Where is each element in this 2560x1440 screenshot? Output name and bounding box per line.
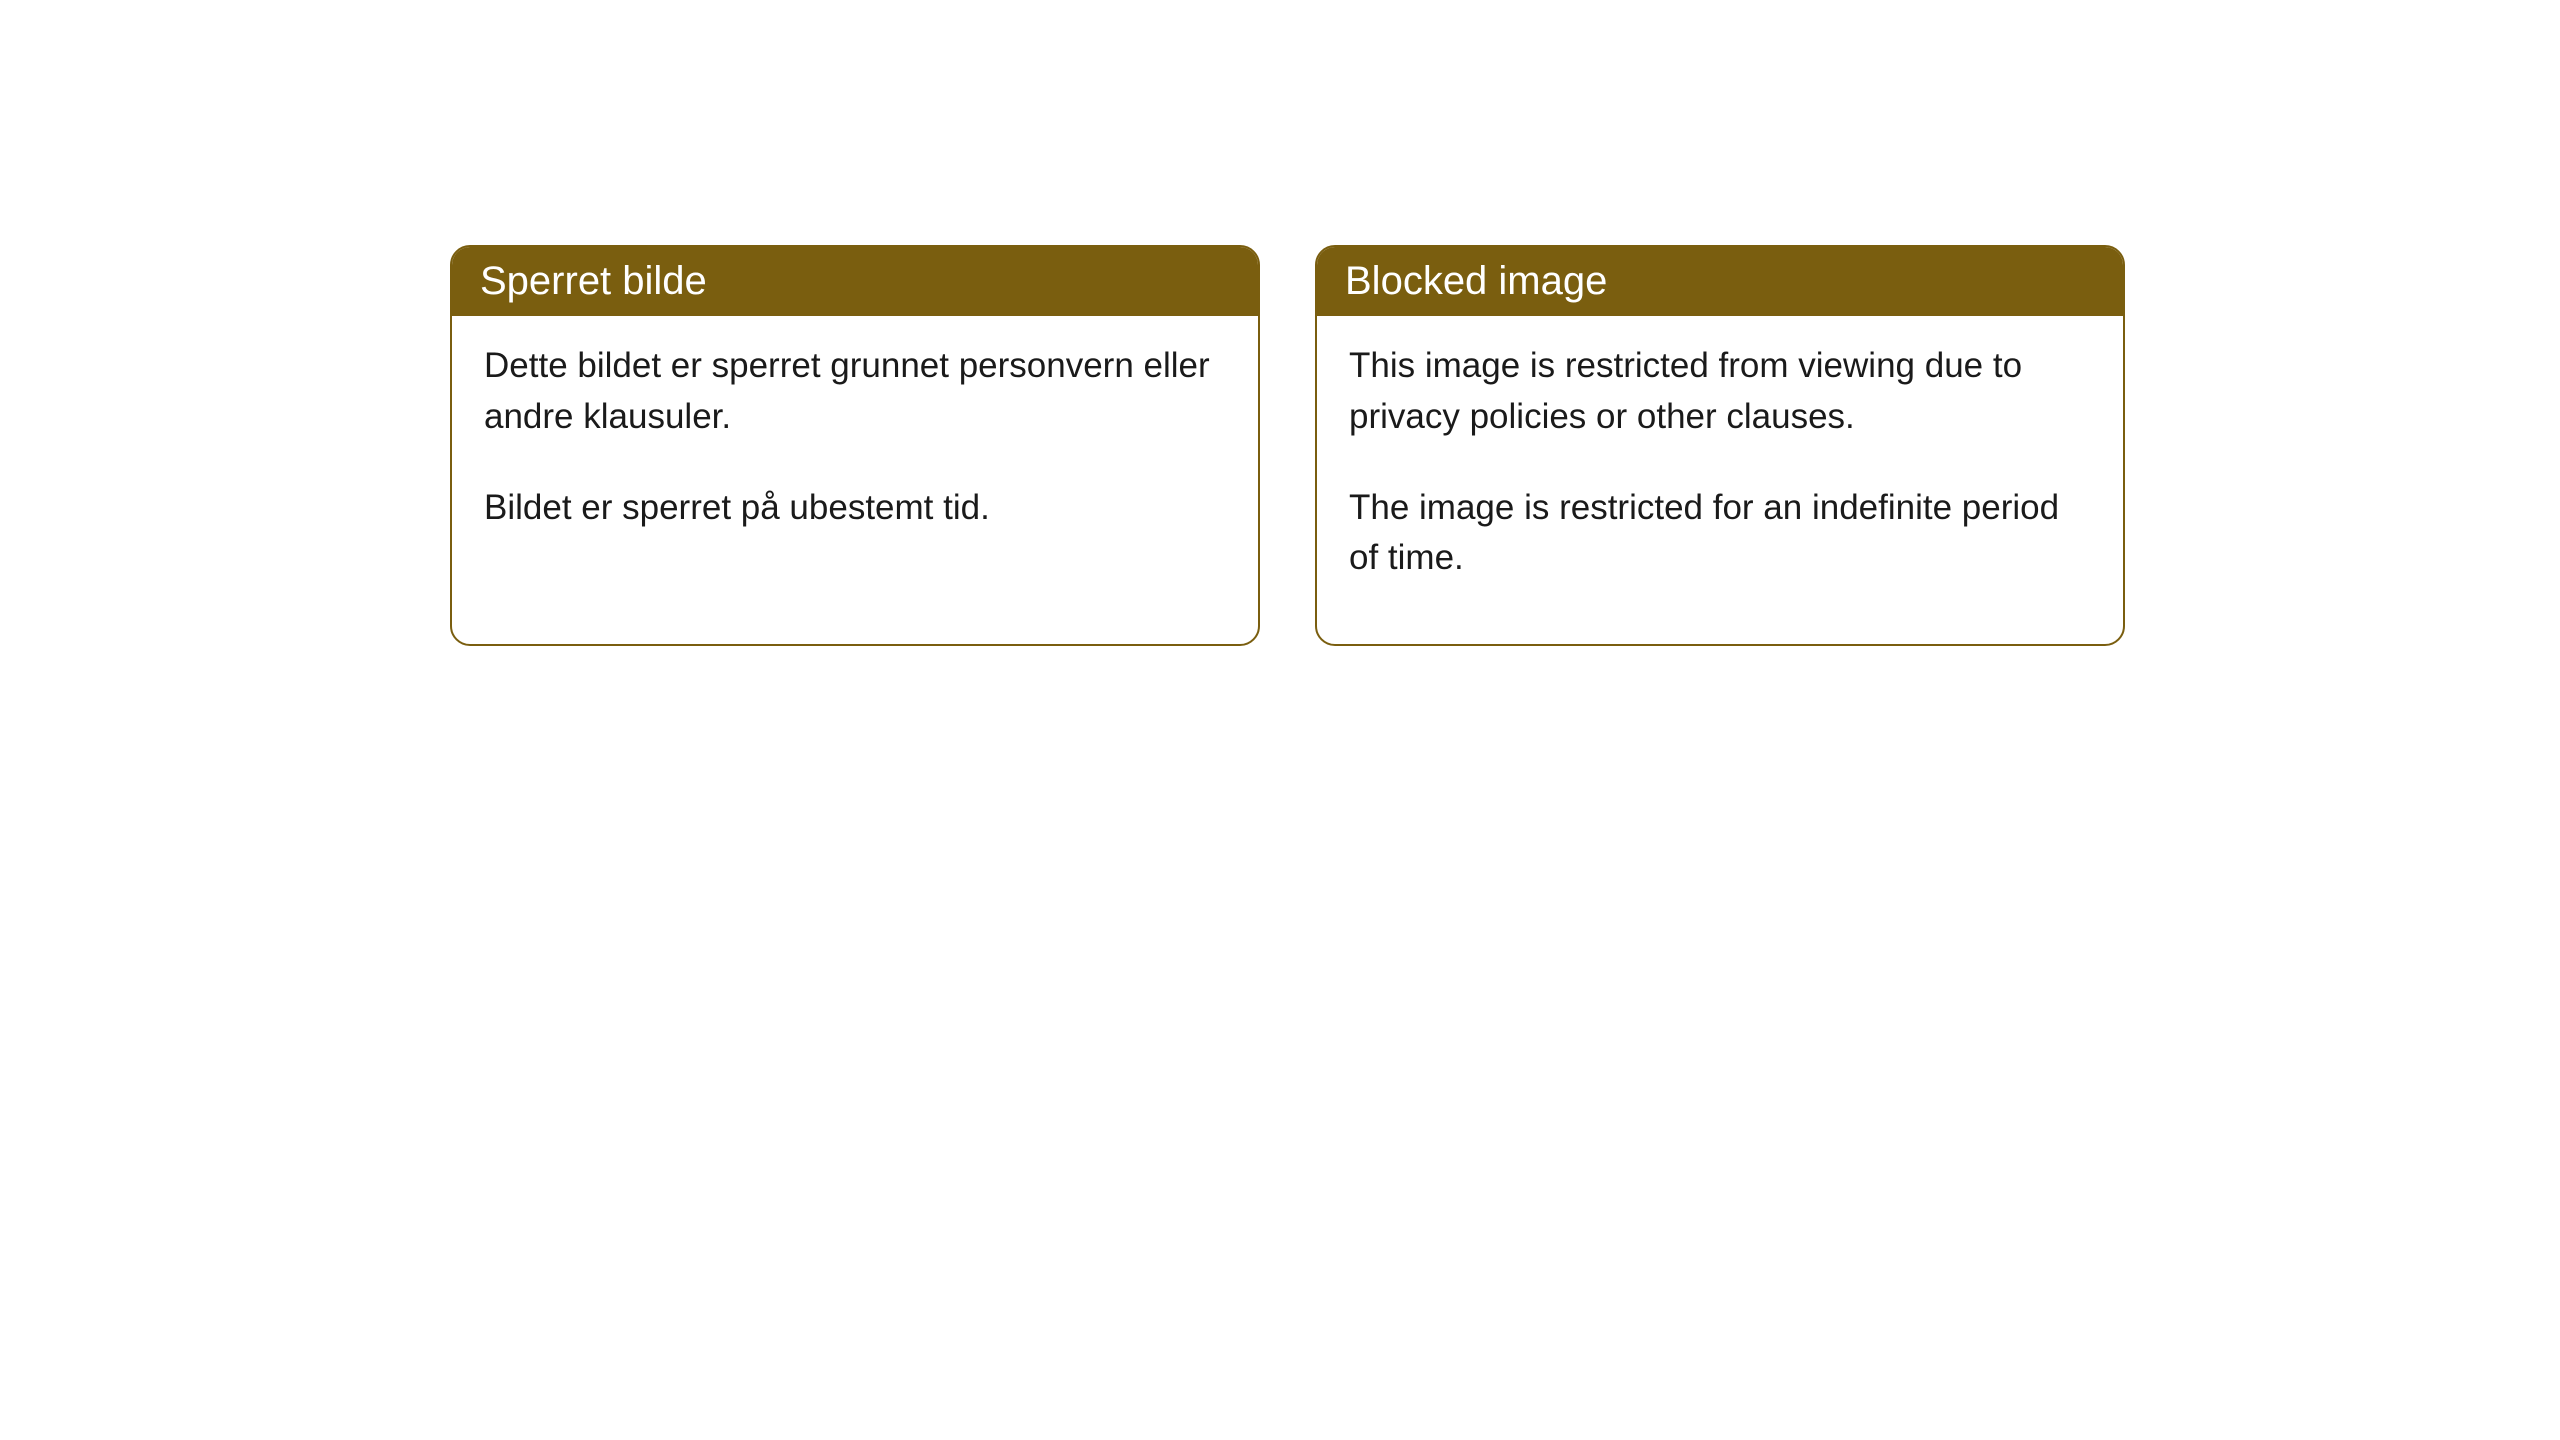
card-header: Blocked image [1317, 247, 2123, 316]
card-title: Blocked image [1345, 259, 1607, 303]
card-body: This image is restricted from viewing du… [1317, 316, 2123, 644]
blocked-image-card-en: Blocked image This image is restricted f… [1315, 245, 2125, 646]
card-title: Sperret bilde [480, 259, 707, 303]
card-paragraph: Dette bildet er sperret grunnet personve… [484, 341, 1226, 443]
blocked-image-card-no: Sperret bilde Dette bildet er sperret gr… [450, 245, 1260, 646]
card-paragraph: This image is restricted from viewing du… [1349, 341, 2091, 443]
card-paragraph: The image is restricted for an indefinit… [1349, 483, 2091, 585]
cards-container: Sperret bilde Dette bildet er sperret gr… [450, 245, 2560, 646]
card-paragraph: Bildet er sperret på ubestemt tid. [484, 483, 1226, 534]
card-body: Dette bildet er sperret grunnet personve… [452, 316, 1258, 593]
card-header: Sperret bilde [452, 247, 1258, 316]
